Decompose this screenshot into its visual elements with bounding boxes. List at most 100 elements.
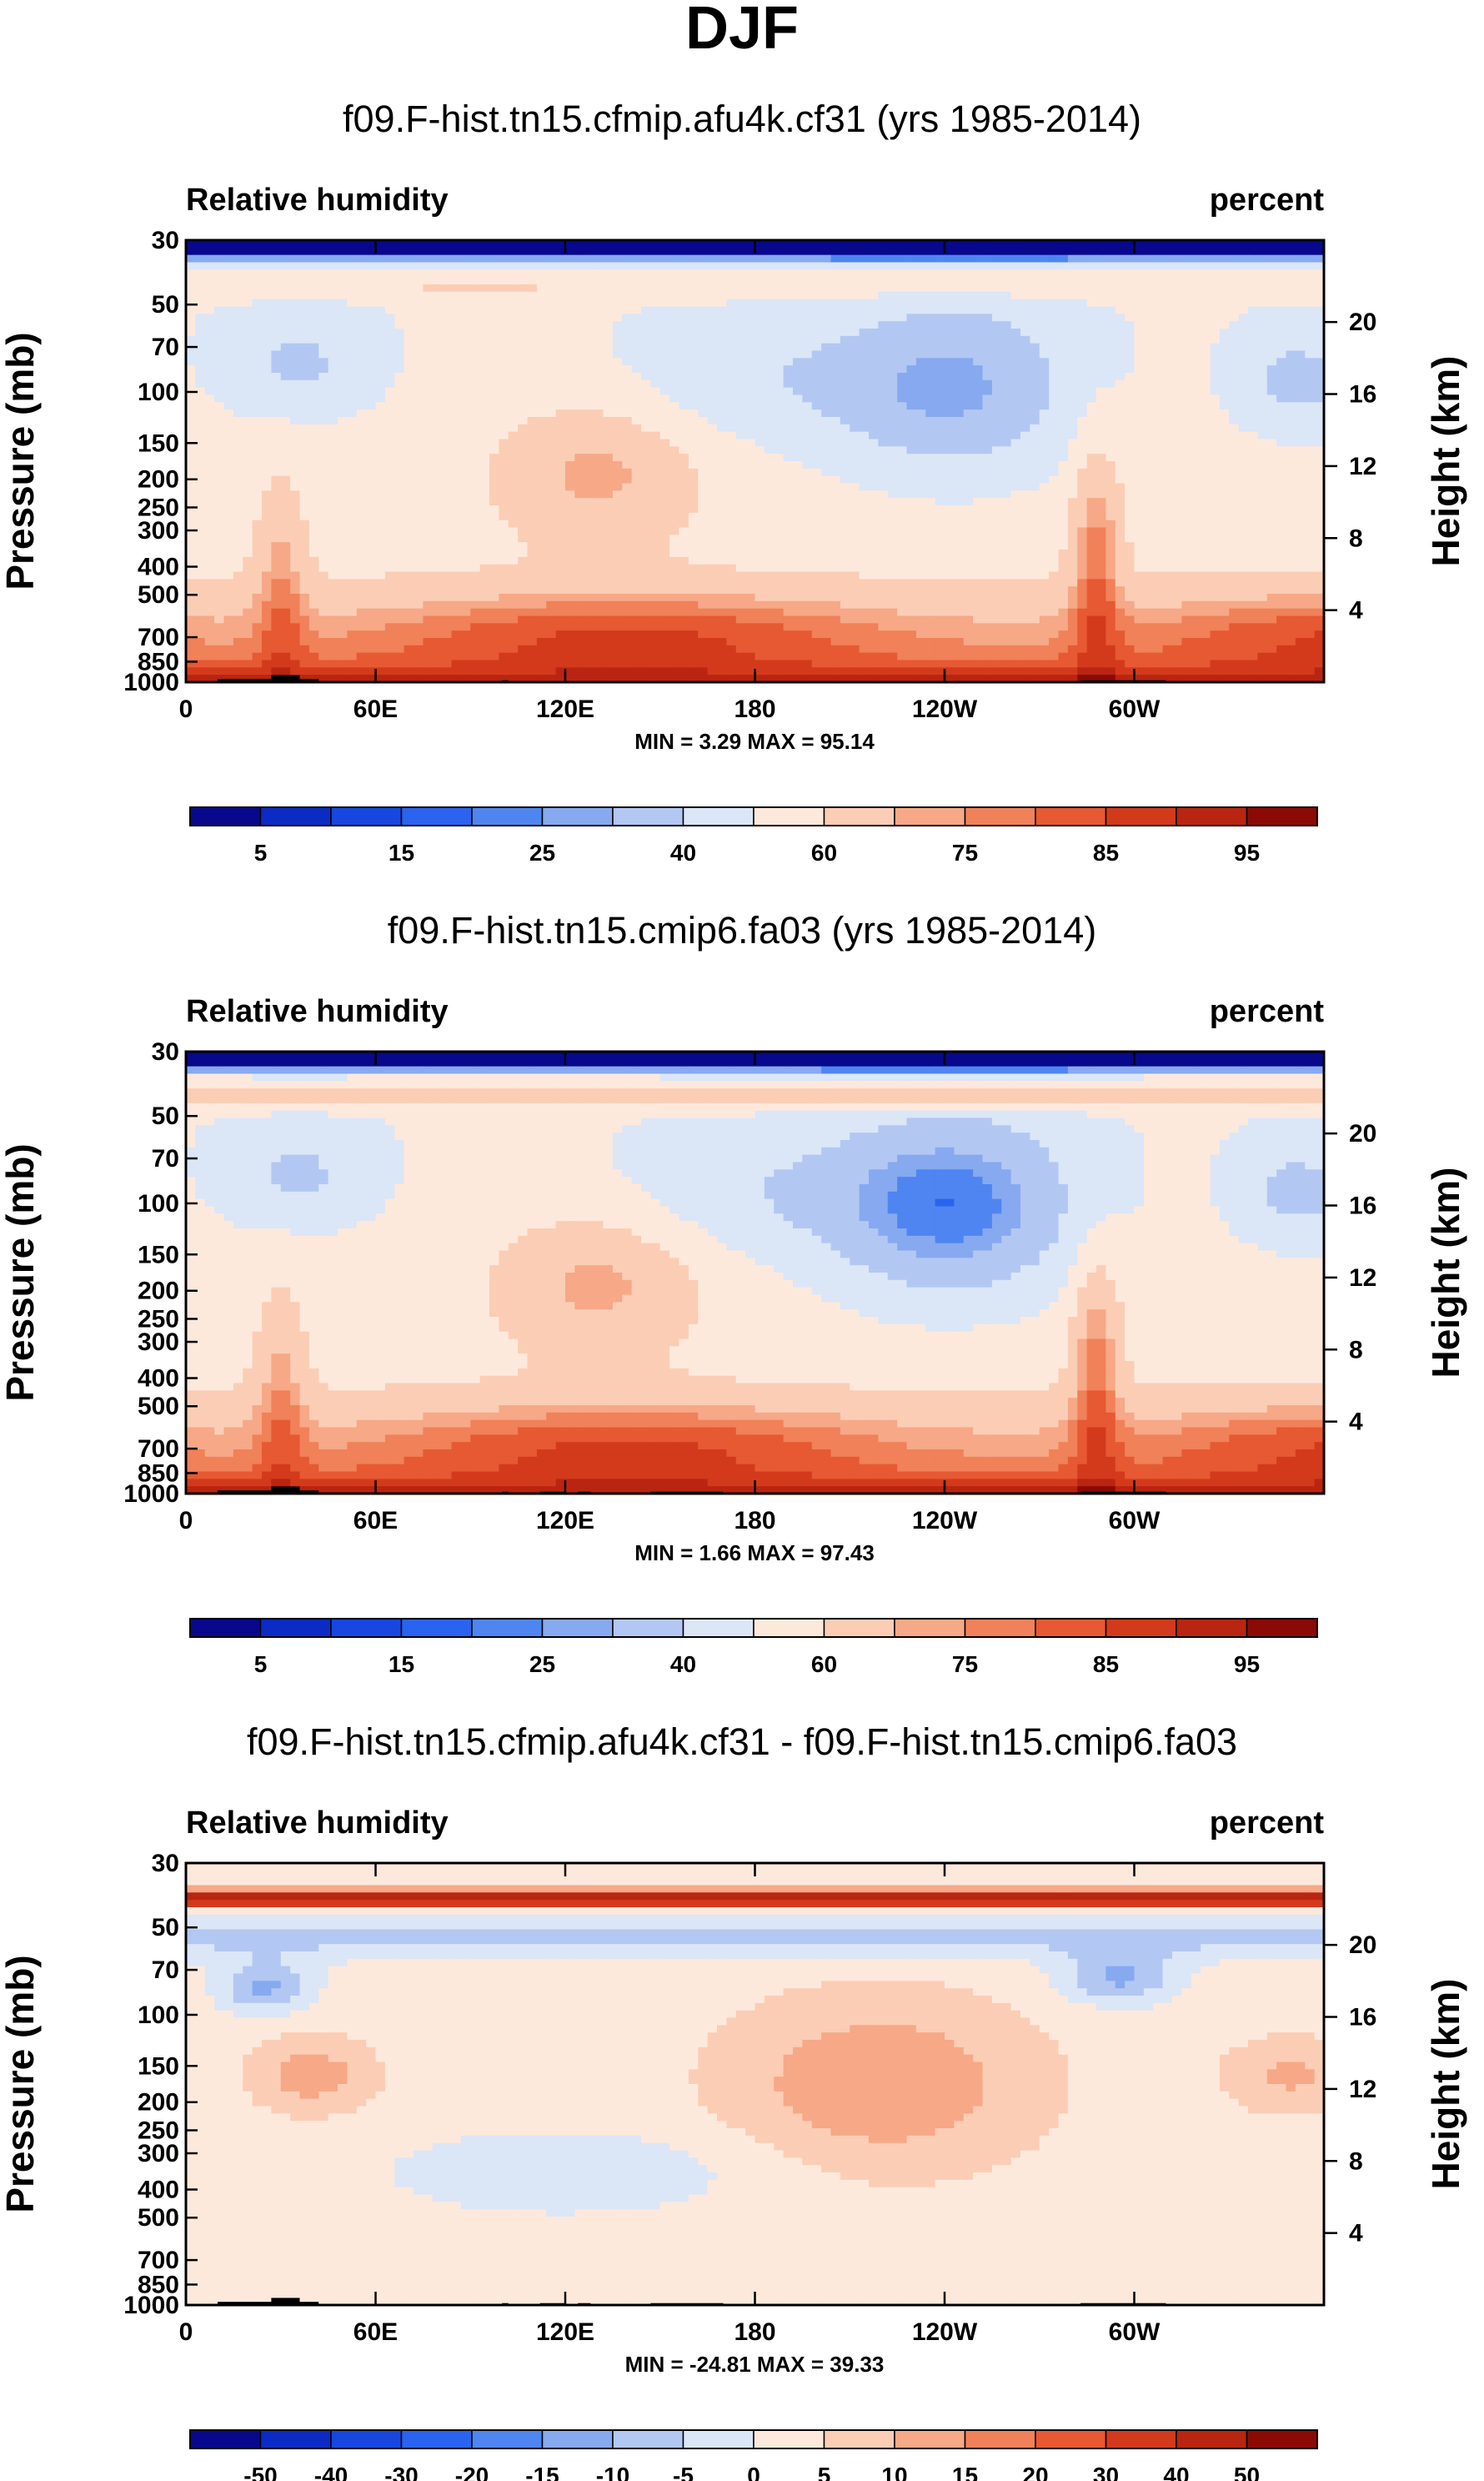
field-cell (1096, 284, 1107, 293)
field-cell (1030, 454, 1040, 462)
field-cell (1115, 498, 1126, 506)
field-cell (1115, 468, 1126, 477)
field-cell (774, 277, 785, 285)
field-cell (432, 417, 443, 425)
field-cell (404, 535, 414, 543)
field-cell (1219, 527, 1231, 536)
field-cell (460, 314, 472, 322)
field-cell (679, 254, 689, 264)
field-cell (1010, 343, 1021, 352)
field-cell (669, 520, 680, 529)
field-cell (925, 439, 936, 448)
field-cell (1305, 299, 1316, 308)
field-cell (679, 512, 689, 521)
field-cell (631, 335, 642, 344)
field-cell (735, 314, 746, 322)
field-cell (1162, 262, 1173, 271)
field-cell (631, 262, 642, 271)
field-cell (394, 431, 405, 440)
field-cell (1162, 424, 1173, 433)
field-cell (906, 277, 917, 285)
field-cell (366, 329, 377, 337)
field-cell (1286, 475, 1296, 485)
field-cell (735, 483, 746, 492)
field-cell (802, 535, 813, 543)
field-cell (669, 483, 680, 492)
field-cell (1143, 387, 1155, 396)
field-cell (650, 439, 661, 448)
field-cell (414, 358, 424, 366)
field-cell (887, 350, 898, 359)
field-cell (830, 542, 841, 550)
field-cell (726, 299, 737, 308)
field-cell (1030, 409, 1040, 418)
field-cell (1238, 321, 1249, 329)
field-cell (584, 417, 594, 425)
field-cell (318, 291, 329, 300)
field-cell (802, 379, 813, 389)
field-cell (755, 291, 765, 300)
field-cell (1229, 379, 1240, 389)
field-cell (906, 365, 917, 374)
field-cell (1039, 254, 1050, 264)
field-cell (536, 314, 548, 322)
field-cell (1010, 306, 1021, 315)
field-cell (518, 520, 529, 529)
field-cell (432, 306, 443, 315)
field-cell (688, 240, 699, 249)
field-cell (698, 387, 709, 396)
field-cell (347, 409, 358, 418)
field-cell (233, 277, 244, 285)
field-cell (290, 306, 301, 315)
field-cell (451, 358, 462, 366)
field-cell (1238, 314, 1249, 322)
field-cell (508, 409, 519, 418)
field-cell (764, 373, 775, 381)
field-cell (271, 490, 282, 499)
field-cell (308, 461, 320, 470)
field-cell (755, 350, 765, 359)
field-cell (982, 335, 993, 344)
field-cell (280, 475, 291, 485)
field-cell (659, 358, 670, 366)
field-cell (565, 291, 576, 300)
field-cell (518, 446, 529, 455)
field-cell (1153, 321, 1164, 329)
field-cell (527, 431, 538, 440)
field-cell (954, 365, 965, 374)
field-cell (252, 373, 263, 381)
field-cell (308, 269, 320, 278)
field-cell (925, 454, 936, 462)
field-cell (280, 240, 291, 249)
field-cell (518, 483, 529, 492)
field-cell (755, 335, 765, 344)
field-cell (308, 446, 320, 455)
field-cell (470, 498, 481, 506)
field-cell (366, 306, 377, 315)
field-cell (1153, 343, 1164, 352)
field-cell (935, 373, 945, 381)
field-cell (1286, 535, 1296, 543)
field-cell (233, 542, 244, 550)
field-cell (1191, 350, 1201, 359)
field-cell (347, 335, 358, 344)
field-cell (1295, 314, 1306, 322)
field-cell (527, 335, 538, 344)
field-cell (470, 373, 481, 381)
field-cell (1096, 321, 1107, 329)
field-cell (878, 343, 889, 352)
field-cell (299, 512, 310, 521)
field-cell (1105, 291, 1116, 300)
field-cell (565, 299, 576, 308)
field-cell (963, 409, 974, 418)
field-cell (1248, 461, 1259, 470)
field-cell (347, 535, 358, 543)
field-cell (1248, 498, 1259, 506)
field-cell (1049, 269, 1060, 278)
field-cell (1020, 490, 1031, 499)
field-cell (233, 358, 244, 366)
field-cell (1039, 512, 1050, 521)
field-cell (1295, 373, 1306, 381)
field-cell (1001, 468, 1012, 477)
field-cell (802, 527, 813, 536)
